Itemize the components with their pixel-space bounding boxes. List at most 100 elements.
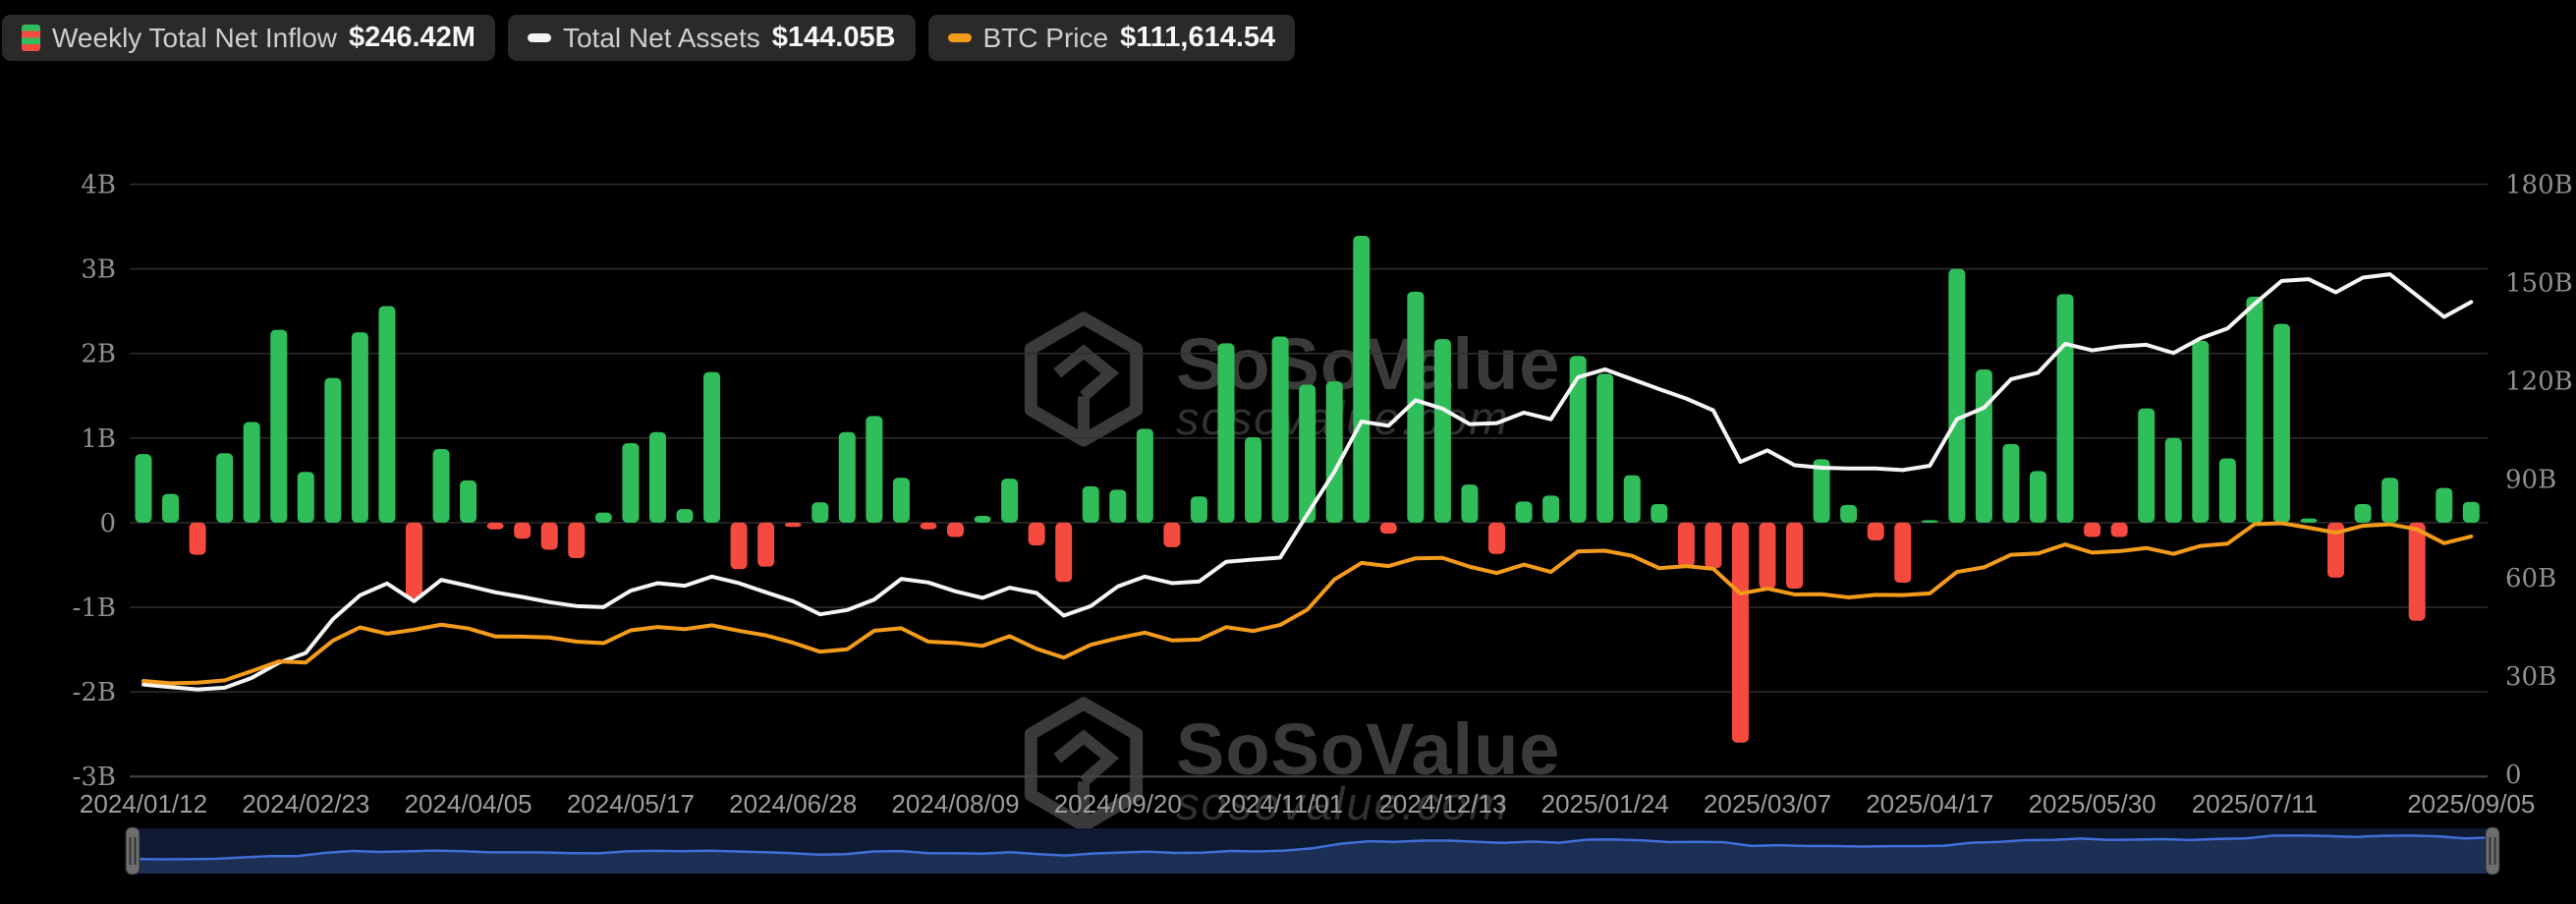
inflow-bar-negative: [540, 522, 558, 550]
inflow-bar-negative: [2084, 522, 2101, 537]
right-axis-tick-label: 30B: [2505, 662, 2556, 692]
navigator-handle-grip[interactable]: [125, 826, 140, 876]
inflow-bar-positive: [1515, 501, 1533, 523]
inflow-bar-positive: [812, 502, 829, 523]
right-axis-tick-label: 180B: [2505, 170, 2573, 199]
plot-hover-area[interactable]: [130, 167, 2488, 781]
legend-value: $111,614.54: [1120, 22, 1276, 53]
legend-item-total-net-assets[interactable]: Total Net Assets $144.05B: [507, 15, 916, 61]
inflow-bar-positive: [216, 453, 234, 523]
inflow-bar-positive: [1082, 485, 1099, 523]
inflow-bar-negative: [2110, 522, 2128, 537]
inflow-bar-positive: [1651, 503, 1668, 523]
chart-legend: Weekly Total Net Inflow $246.42M Total N…: [2, 15, 1296, 61]
inflow-bar-positive: [1569, 356, 1587, 523]
inflow-bar-positive: [2218, 458, 2236, 523]
right-axis-tick-label: 90B: [2505, 466, 2556, 495]
watermark-cube-face: [1053, 344, 1120, 401]
inflow-bar-positive: [1542, 495, 1560, 523]
x-axis-date-label: 2025/04/17: [1866, 789, 1993, 819]
inflow-bar-negative: [784, 522, 802, 528]
legend-label: Total Net Assets: [562, 22, 760, 53]
x-axis-date-label: 2024/02/23: [242, 789, 369, 819]
inflow-bar-negative: [1705, 522, 1722, 569]
total-net-assets-line: [141, 272, 2474, 692]
left-axis-tick-label: -1B: [73, 593, 116, 623]
x-axis-date-label: 2025/03/07: [1704, 789, 1831, 819]
inflow-bar-negative: [1731, 522, 1749, 743]
inflow-bar-negative: [757, 522, 775, 567]
inflow-bar-positive: [703, 371, 721, 523]
inflow-bar-negative: [2408, 522, 2426, 621]
inflow-bar-positive: [460, 480, 477, 523]
legend-value: $246.42M: [348, 22, 476, 53]
inflow-bar-positive: [1217, 343, 1235, 523]
inflow-bar-positive: [594, 512, 612, 523]
inflow-bar-positive: [1353, 236, 1371, 523]
left-axis-tick-label: -2B: [73, 678, 116, 707]
navigator-right-handle[interactable]: [2485, 826, 2500, 876]
inflow-bar-positive: [1190, 496, 1207, 523]
x-axis-date-label: 2025/01/24: [1541, 789, 1669, 819]
inflow-bar-negative: [1028, 522, 1045, 546]
right-axis-tick-label: 120B: [2505, 367, 2573, 397]
inflow-bar-positive: [1433, 339, 1451, 523]
inflow-bar-positive: [2192, 340, 2210, 523]
inflow-bar-positive: [1299, 384, 1316, 523]
inflow-bar-positive: [974, 516, 991, 523]
inflow-bar-positive: [1407, 291, 1425, 523]
inflow-bar-positive: [297, 472, 314, 523]
left-axis-tick-label: 0: [99, 509, 116, 538]
legend-label: Weekly Total Net Inflow: [52, 22, 337, 53]
legend-item-weekly-net-inflow[interactable]: Weekly Total Net Inflow $246.42M: [2, 15, 495, 61]
inflow-bar-positive: [2300, 518, 2318, 523]
inflow-bar-negative: [1677, 522, 1695, 567]
inflow-bar-negative: [1759, 522, 1776, 590]
navigator-left-handle[interactable]: [125, 826, 140, 876]
inflow-bar-negative: [1379, 522, 1397, 535]
legend-item-btc-price[interactable]: BTC Price $111,614.54: [927, 15, 1296, 61]
inflow-bar-positive: [866, 416, 883, 523]
legend-label: BTC Price: [982, 22, 1109, 53]
inflow-bar-positive: [2272, 323, 2290, 523]
left-axis-tick-label: 4B: [81, 171, 116, 200]
inflow-bar-positive: [378, 306, 396, 523]
inflow-bar-positive: [622, 442, 640, 523]
inflow-bar-positive: [2354, 503, 2372, 523]
inflow-bar-positive: [243, 422, 260, 523]
watermark-cube-icon: [1024, 311, 1144, 447]
inflow-bar-positive: [2381, 478, 2399, 523]
btc-price-line: [141, 521, 2474, 686]
inflow-bar-positive: [1001, 479, 1019, 523]
inflow-bar-positive: [1921, 520, 1938, 523]
inflow-bar-negative: [514, 522, 532, 539]
inflow-bar-positive: [2246, 297, 2264, 523]
inflow-bar-positive: [1245, 436, 1262, 523]
x-axis-date-label: 2024/12/13: [1378, 789, 1506, 819]
inflow-bar-positive: [676, 509, 694, 523]
left-axis-tick-label: 3B: [81, 255, 116, 285]
inflow-bar-positive: [1325, 381, 1343, 523]
inflow-bar-positive: [324, 377, 342, 523]
inflow-bar-positive: [838, 431, 856, 523]
inflow-bar-positive: [2030, 471, 2046, 523]
inflow-bar-negative: [1163, 522, 1181, 547]
inflow-bars-icon: [22, 25, 40, 51]
inflow-bar-negative: [1055, 522, 1073, 583]
inflow-bar-negative: [1488, 522, 1505, 554]
navigator-handle-grip[interactable]: [2485, 826, 2500, 876]
right-axis-tick-label: 150B: [2505, 269, 2573, 299]
inflow-bar-positive: [1840, 504, 1858, 523]
inflow-bar-negative: [568, 522, 586, 559]
inflow-bar-positive: [1948, 268, 1966, 523]
inflow-bar-negative: [920, 522, 937, 530]
right-axis-tick-label: 0: [2505, 761, 2522, 790]
watermark-cube-icon: [1024, 697, 1144, 832]
x-axis-date-label: 2024/11/01: [1217, 789, 1343, 819]
left-axis-tick-label: -3B: [73, 763, 116, 792]
inflow-bar-positive: [2056, 294, 2074, 523]
inflow-bar-positive: [892, 478, 910, 523]
x-axis-date-label: 2024/04/05: [405, 789, 532, 819]
x-axis-date-label: 2024/09/20: [1054, 789, 1182, 819]
inflow-bar-negative: [189, 522, 206, 555]
